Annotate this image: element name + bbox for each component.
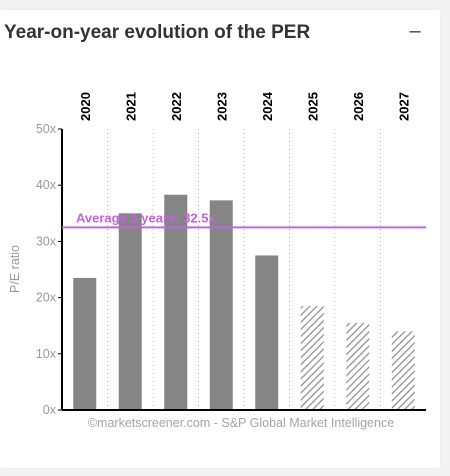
category-label-2027: 2027 [396, 92, 411, 121]
y-tick-label: 10x [36, 347, 57, 361]
bar-2025 [300, 306, 324, 410]
y-tick-label: 0x [43, 403, 57, 417]
bar-2021 [118, 213, 142, 410]
bar-2027 [391, 331, 415, 410]
category-label-2020: 2020 [78, 92, 93, 121]
y-tick-label: 20x [36, 291, 57, 305]
bar-2024 [255, 255, 279, 410]
bar-2022 [164, 194, 188, 410]
category-label-2026: 2026 [351, 92, 366, 121]
average-label: Average 5 years: 32.5x [76, 210, 217, 225]
bar-2020 [73, 277, 97, 410]
y-tick-label: 30x [36, 234, 57, 248]
category-label-2021: 2021 [123, 92, 138, 121]
category-label-2023: 2023 [214, 92, 229, 121]
chart-title: Year-on-year evolution of the PER [4, 22, 311, 43]
source-credit: ©marketscreener.com - S&P Global Market … [88, 416, 394, 430]
bar-2026 [346, 322, 370, 410]
bar-2023 [209, 200, 233, 410]
category-label-2025: 2025 [305, 92, 320, 121]
category-label-2022: 2022 [169, 92, 184, 121]
y-tick-label: 50x [36, 122, 57, 136]
y-axis-label: P/E ratio [8, 245, 22, 293]
collapse-button[interactable]: – [409, 20, 421, 42]
y-tick-label: 40x [36, 178, 57, 192]
category-label-2024: 2024 [260, 91, 275, 121]
